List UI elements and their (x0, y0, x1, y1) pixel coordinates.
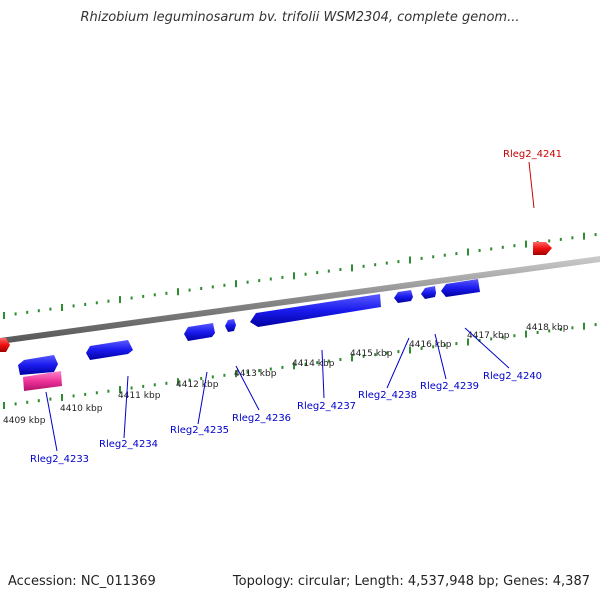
gene-label-rleg2-4235[interactable]: Rleg2_4235 (170, 425, 229, 436)
gene-rleg2-4241-arrow[interactable] (533, 242, 552, 255)
gene-rleg2-4233-highlight[interactable] (23, 371, 62, 391)
kbp-label: 4409 kbp (3, 416, 46, 426)
kbp-label: 4415 kbp (350, 349, 393, 359)
gene-track (0, 242, 552, 391)
accession-text: Accession: NC_011369 (8, 574, 156, 589)
gene-rleg2-4233-arrow[interactable] (18, 355, 58, 375)
gene-labels: Rleg2_4241 Rleg2_4233 Rleg2_4234 Rleg2_4… (30, 149, 562, 465)
lower-tick-track (3, 322, 597, 409)
gene-leader-lines (45, 161, 535, 452)
gene-rleg2-4237-arrow[interactable] (250, 294, 381, 327)
kbp-label: 4411 kbp (118, 391, 161, 401)
upper-tick-track (3, 232, 597, 319)
leader-line (45, 391, 58, 452)
gene-label-rleg2-4241[interactable]: Rleg2_4241 (503, 149, 562, 160)
kbp-label: 4417 kbp (467, 331, 510, 341)
gene-rleg2-4235-arrow[interactable] (184, 323, 215, 341)
gene-rleg2-4238-arrow[interactable] (394, 290, 413, 303)
gene-label-rleg2-4237[interactable]: Rleg2_4237 (297, 401, 356, 412)
gene-rleg2-4234-arrow[interactable] (86, 340, 133, 360)
kbp-axis-labels: 4409 kbp 4410 kbp 4411 kbp 4412 kbp 4413… (3, 323, 569, 426)
gene-label-rleg2-4239[interactable]: Rleg2_4239 (420, 381, 479, 392)
genome-backbone (0, 256, 600, 344)
map-title: Rhizobium leguminosarum bv. trifolii WSM… (80, 10, 520, 25)
kbp-label: 4412 kbp (176, 380, 219, 390)
kbp-label: 4413 kbp (234, 369, 277, 379)
kbp-label: 4414 kbp (292, 359, 335, 369)
leader-line (528, 161, 535, 209)
topology-summary-text: Topology: circular; Length: 4,537,948 bp… (232, 574, 590, 589)
leader-line (386, 337, 410, 389)
gene-label-rleg2-4238[interactable]: Rleg2_4238 (358, 390, 417, 401)
gene-label-rleg2-4233[interactable]: Rleg2_4233 (30, 454, 89, 465)
leader-line (123, 375, 129, 439)
gene-label-rleg2-4236[interactable]: Rleg2_4236 (232, 413, 291, 424)
gene-partial-left-arrow[interactable] (0, 338, 10, 352)
gene-rleg2-4239-arrow[interactable] (421, 286, 436, 299)
gene-rleg2-4240-arrow[interactable] (441, 279, 480, 297)
leader-line (434, 333, 447, 380)
kbp-label: 4418 kbp (526, 323, 569, 333)
leader-line (464, 327, 510, 369)
gene-label-rleg2-4240[interactable]: Rleg2_4240 (483, 371, 542, 382)
kbp-label: 4416 kbp (409, 340, 452, 350)
leader-line (197, 371, 208, 425)
gene-rleg2-4236-arrow[interactable] (225, 319, 236, 332)
gene-label-rleg2-4234[interactable]: Rleg2_4234 (99, 439, 158, 450)
leader-line (235, 365, 260, 411)
leader-line (321, 349, 325, 399)
kbp-label: 4410 kbp (60, 404, 103, 414)
